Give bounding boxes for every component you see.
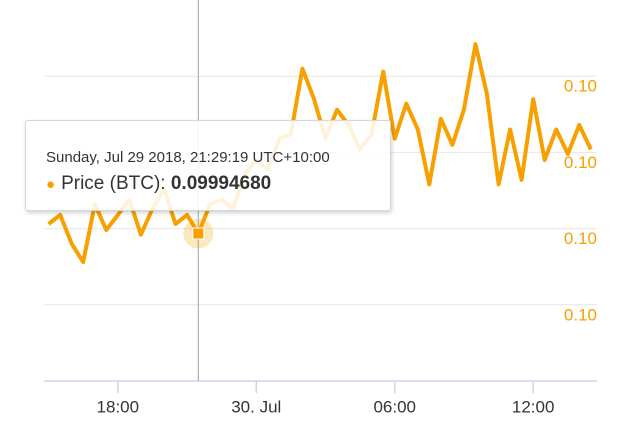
x-tick-label: 18:00 xyxy=(97,397,140,416)
tooltip: Sunday, Jul 29 2018, 21:29:19 UTC+10:00 … xyxy=(25,120,391,211)
tooltip-series: Price (BTC): xyxy=(61,173,166,194)
x-tick-label: 30. Jul xyxy=(231,397,281,416)
y-tick-label: 0.10 xyxy=(564,305,597,324)
y-tick-label: 0.10 xyxy=(564,229,597,248)
y-tick-label: 0.10 xyxy=(564,153,597,172)
tooltip-value: 0.09994680 xyxy=(170,173,272,194)
x-tick-label: 12:00 xyxy=(512,397,555,416)
tooltip-title: Sunday, Jul 29 2018, 21:29:19 UTC+10:00 xyxy=(46,149,330,166)
hover-marker xyxy=(192,227,205,240)
y-tick-label: 0.10 xyxy=(564,77,597,96)
x-tick-label: 06:00 xyxy=(373,397,416,416)
tooltip-dot: ● xyxy=(46,176,56,193)
price-line xyxy=(47,42,593,265)
tooltip-row: ● Price (BTC): 0.09994680 xyxy=(46,173,271,195)
